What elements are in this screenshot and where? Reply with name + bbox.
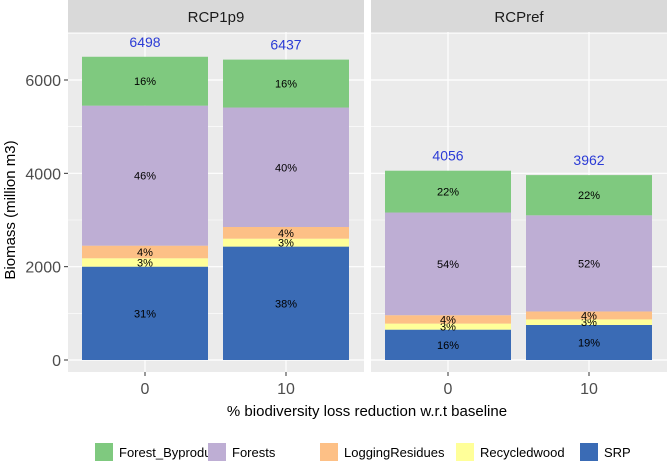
bar-segment-LoggingResidues [385, 315, 511, 324]
bar-segment-SRP [385, 329, 511, 360]
legend-item-LoggingResidues: LoggingResidues [320, 443, 445, 461]
bar-total-label: 6437 [270, 37, 301, 53]
bar-segment-Forests [82, 105, 208, 246]
bar-segment-Recycledwood [82, 258, 208, 267]
x-tick-label: 0 [444, 381, 453, 398]
bar-segment-Recycledwood [223, 238, 349, 247]
legend-label: Recycledwood [480, 445, 565, 460]
segment-percent-label: 16% [437, 340, 459, 352]
legend-item-Recycledwood: Recycledwood [456, 443, 565, 461]
facet-strip-label: RCPref [494, 9, 544, 26]
segment-percent-label: 3% [137, 257, 153, 269]
legend-label: LoggingResidues [344, 445, 445, 460]
legend-label: Forests [232, 445, 276, 460]
bar-segment-Forest_Byproduct [385, 170, 511, 213]
y-tick-label: 0 [52, 353, 61, 370]
bar-stack-RCP1p9-10: 38% 3%4% 40% 16% 6437 [223, 37, 349, 360]
bar-segment-SRP [223, 246, 349, 360]
segment-percent-label: 16% [134, 76, 156, 88]
legend-swatch [95, 443, 113, 461]
segment-percent-label: 31% [134, 308, 156, 320]
legend-swatch [456, 443, 474, 461]
legend-item-Forests: Forests [208, 443, 276, 461]
bar-stack-RCPref-0: 16% 3%4% 54% 22% 4056 [385, 148, 511, 360]
legend-label: SRP [604, 445, 631, 460]
bar-segment-Forest_Byproduct [82, 56, 208, 106]
segment-percent-label: 4% [137, 247, 153, 259]
legend: Forest_Byproduct Forests LoggingResidues Re… [95, 443, 631, 461]
segment-percent-label: 4% [581, 310, 597, 322]
y-tick-label: 2000 [25, 260, 61, 277]
segment-percent-label: 4% [278, 228, 294, 240]
y-tick-label: 6000 [25, 73, 61, 90]
bar-stack-RCP1p9-0: 31% 3%4% 46% 16% 6498 [82, 34, 208, 360]
bar-total-label: 4056 [432, 148, 463, 164]
segment-percent-label: 46% [134, 171, 156, 183]
segment-percent-label: 22% [578, 190, 600, 202]
segment-percent-label: 3% [581, 317, 597, 329]
x-axis-title: % biodiversity loss reduction w.r.t base… [227, 403, 507, 420]
segment-percent-label: 38% [275, 298, 297, 310]
segment-percent-label: 52% [578, 258, 600, 270]
bar-segment-Forests [385, 212, 511, 316]
bar-segment-LoggingResidues [82, 245, 208, 259]
legend-swatch [208, 443, 226, 461]
bar-total-label: 3962 [573, 152, 604, 168]
legend-swatch [580, 443, 598, 461]
segment-percent-label: 54% [437, 259, 459, 271]
y-tick-label: 4000 [25, 166, 61, 183]
facet-strip [68, 0, 364, 32]
legend-item-Forest_Byproduct: Forest_Byproduct [95, 443, 222, 461]
segment-percent-label: 3% [440, 322, 456, 334]
bar-segment-Forests [526, 215, 652, 312]
bar-total-label: 6498 [129, 34, 160, 50]
x-axis: 0 10 0 10 [141, 372, 598, 398]
legend-label: Forest_Byproduct [119, 445, 222, 460]
bar-segment-Recycledwood [526, 319, 652, 325]
segment-percent-label: 16% [275, 79, 297, 91]
segment-percent-label: 3% [278, 238, 294, 250]
facet-strip-label: RCP1p9 [188, 9, 245, 26]
facet-strip [371, 0, 667, 32]
bar-segment-SRP [526, 325, 652, 360]
facet-panels: RCP1p931%3%4%46%16%649838%3%4%40%16%6437… [68, 0, 667, 372]
segment-percent-label: 40% [275, 162, 297, 174]
bar-segment-Forest_Byproduct [526, 175, 652, 216]
bar-segment-SRP [82, 266, 208, 360]
bar-segment-LoggingResidues [223, 227, 349, 239]
segment-percent-label: 4% [440, 314, 456, 326]
y-axis: 0 2000 4000 6000 [25, 73, 68, 370]
x-tick-label: 10 [580, 381, 598, 398]
bar-stack-RCPref-10: 19% 3%4% 52% 22% 3962 [526, 152, 652, 360]
legend-swatch [320, 443, 338, 461]
x-tick-label: 10 [277, 381, 295, 398]
x-tick-label: 0 [141, 381, 150, 398]
segment-percent-label: 19% [578, 338, 600, 350]
legend-item-SRP: SRP [580, 443, 631, 461]
bar-segment-Forests [223, 107, 349, 227]
bar-segment-Recycledwood [385, 323, 511, 330]
bar-segment-Forest_Byproduct [223, 59, 349, 108]
segment-percent-label: 22% [437, 187, 459, 199]
bar-segment-LoggingResidues [526, 311, 652, 320]
y-axis-title: Biomass (million m3) [2, 140, 19, 279]
